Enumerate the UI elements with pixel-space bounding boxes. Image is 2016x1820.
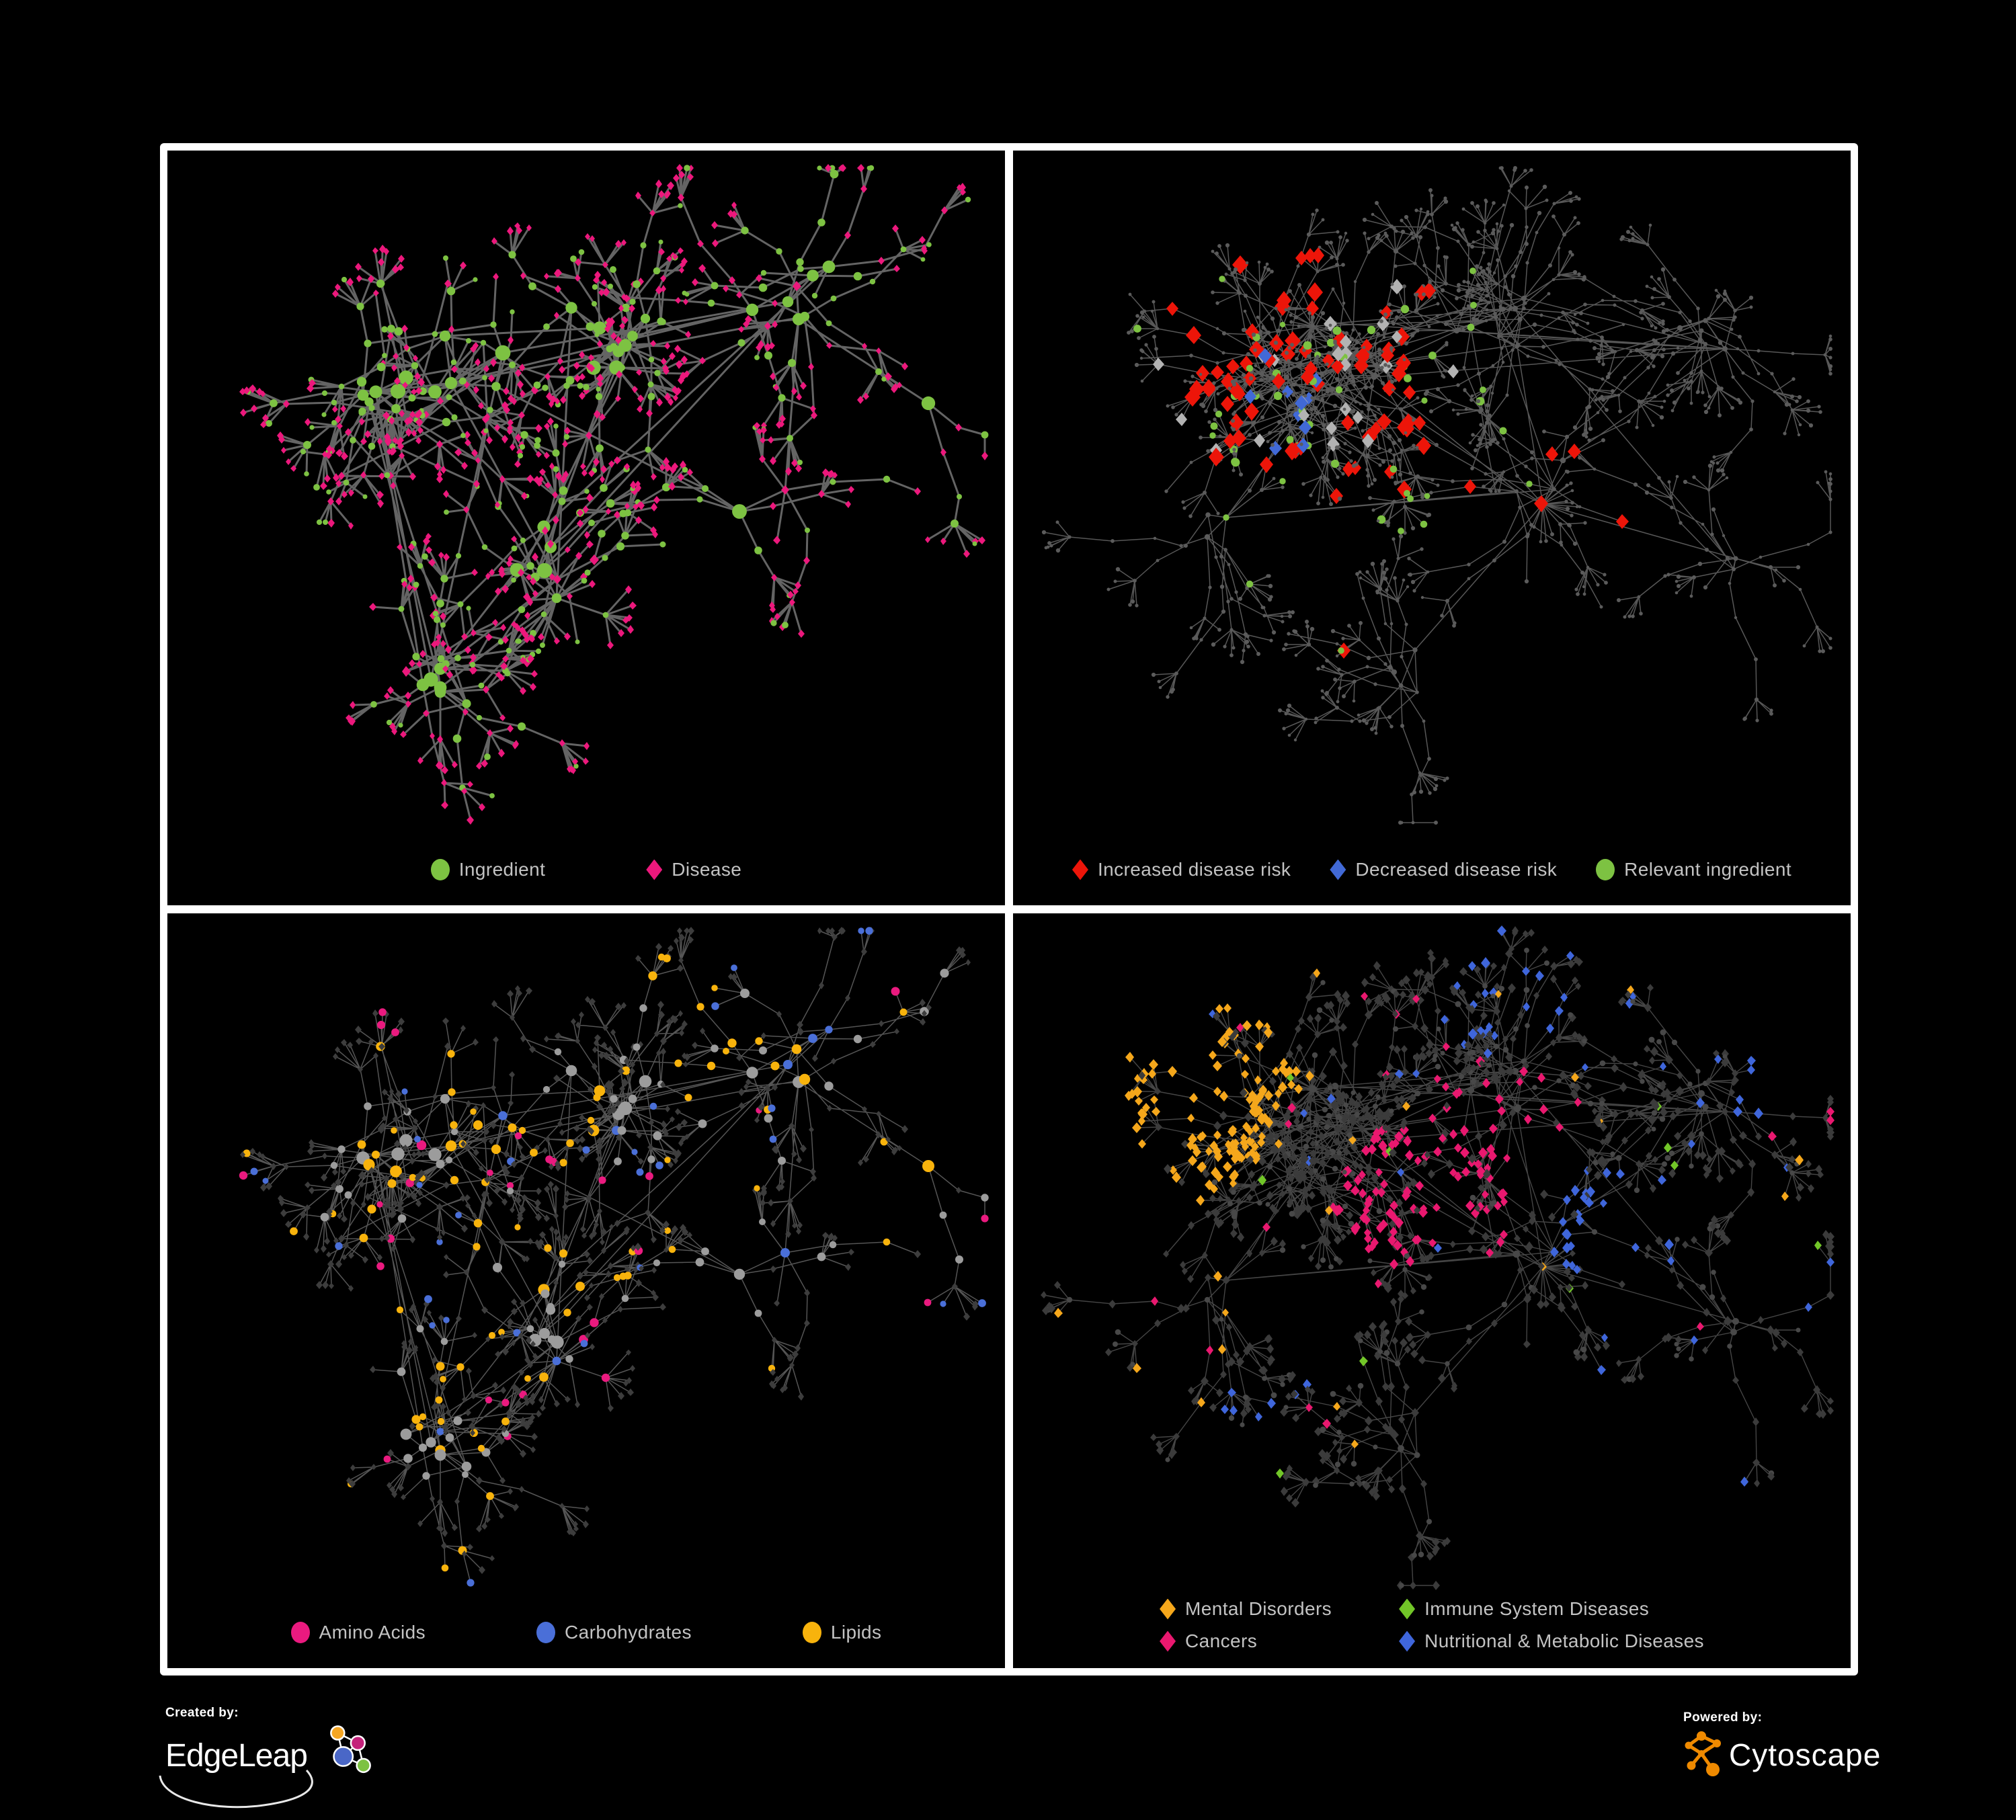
edgeleap-credit: Created by: EdgeLeap bbox=[159, 1706, 542, 1813]
legend-item: Ingredient bbox=[430, 859, 546, 880]
macronutrients-network bbox=[239, 927, 989, 1587]
network-edges bbox=[242, 167, 986, 821]
disease-risk-legend: Increased disease risk Decreased disease … bbox=[1013, 859, 1851, 880]
powered-by-label: Powered by: bbox=[1683, 1710, 1763, 1725]
diamond-marker-icon bbox=[1399, 1630, 1416, 1652]
circle-marker-icon bbox=[802, 1622, 821, 1643]
legend-item: Decreased disease risk bbox=[1330, 859, 1557, 880]
cytoscape-credit: Powered by: bbox=[1683, 1710, 1881, 1779]
legend-label: Nutritional & Metabolic Diseases bbox=[1424, 1630, 1704, 1651]
network-nodes bbox=[1041, 166, 1833, 825]
panel-ingredient-disease: Ingredient Disease bbox=[167, 151, 1005, 905]
legend-item: Relevant ingredient bbox=[1596, 859, 1791, 880]
macronutrients-legend: Amino Acids Carbohydrates Lipids bbox=[167, 1622, 1005, 1643]
network-nodes bbox=[239, 927, 989, 1587]
diamond-marker-icon bbox=[646, 859, 663, 880]
legend-item: Carbohydrates bbox=[536, 1622, 692, 1643]
disease-categories-network bbox=[1041, 925, 1834, 1590]
cytoscape-logo-icon bbox=[1685, 1731, 1721, 1776]
legend-label: Ingredient bbox=[458, 859, 546, 880]
legend-label: Lipids bbox=[830, 1622, 882, 1643]
legend-item: Lipids bbox=[802, 1622, 882, 1643]
legend-item: Mental Disorders bbox=[1160, 1598, 1332, 1620]
legend-label: Increased disease risk bbox=[1097, 859, 1291, 880]
edgeleap-logo-icon bbox=[329, 1725, 371, 1774]
legend-label: Relevant ingredient bbox=[1624, 859, 1792, 880]
panel-disease-categories: Mental Disorders Immune System Diseases Ca… bbox=[1013, 913, 1851, 1668]
circle-marker-icon bbox=[430, 859, 450, 880]
legend-item: Immune System Diseases bbox=[1399, 1598, 1649, 1620]
legend-item: Cancers bbox=[1160, 1630, 1257, 1652]
cytoscape-brand-row: Cytoscape bbox=[1683, 1731, 1881, 1779]
disease-risk-network bbox=[1041, 166, 1833, 825]
legend-label: Immune System Diseases bbox=[1424, 1598, 1650, 1619]
network-nodes bbox=[239, 164, 989, 825]
panel-disease-risk: Increased disease risk Decreased disease … bbox=[1013, 151, 1851, 905]
created-by-label: Created by: bbox=[165, 1706, 239, 1720]
network-edges bbox=[1043, 930, 1831, 1586]
legend-label: Amino Acids bbox=[319, 1622, 426, 1643]
circle-marker-icon bbox=[536, 1622, 556, 1643]
circle-marker-icon bbox=[1596, 859, 1615, 880]
network-grid: Ingredient Disease Increased disease risk… bbox=[160, 143, 1858, 1676]
disease-categories-legend: Mental Disorders Immune System Diseases Ca… bbox=[1013, 1598, 1851, 1652]
legend-label: Cancers bbox=[1185, 1630, 1258, 1651]
panel-macronutrients: Amino Acids Carbohydrates Lipids bbox=[167, 913, 1005, 1668]
edgeleap-brand-row: EdgeLeap bbox=[159, 1725, 542, 1809]
legend-item: Amino Acids bbox=[290, 1622, 426, 1643]
legend-item: Nutritional & Metabolic Diseases bbox=[1399, 1630, 1704, 1652]
legend-label: Mental Disorders bbox=[1185, 1598, 1332, 1619]
diamond-marker-icon bbox=[1072, 859, 1088, 880]
ingredient-disease-legend: Ingredient Disease bbox=[167, 859, 1005, 880]
legend-item: Increased disease risk bbox=[1072, 859, 1291, 880]
legend-item: Disease bbox=[646, 859, 741, 880]
diamond-marker-icon bbox=[1160, 1630, 1176, 1652]
circle-marker-icon bbox=[290, 1622, 310, 1643]
network-edges bbox=[242, 930, 985, 1583]
network-nodes bbox=[1041, 925, 1834, 1590]
cytoscape-wordmark: Cytoscape bbox=[1729, 1737, 1882, 1772]
diamond-marker-icon bbox=[1399, 1598, 1416, 1620]
network-edges bbox=[1043, 167, 1831, 823]
legend-label: Carbohydrates bbox=[565, 1622, 692, 1643]
diamond-marker-icon bbox=[1330, 859, 1346, 880]
edgeleap-wordmark: EdgeLeap bbox=[165, 1738, 308, 1774]
legend-label: Decreased disease risk bbox=[1355, 859, 1558, 880]
ingredient-disease-network bbox=[239, 164, 989, 825]
diamond-marker-icon bbox=[1160, 1598, 1176, 1620]
legend-label: Disease bbox=[672, 859, 742, 880]
